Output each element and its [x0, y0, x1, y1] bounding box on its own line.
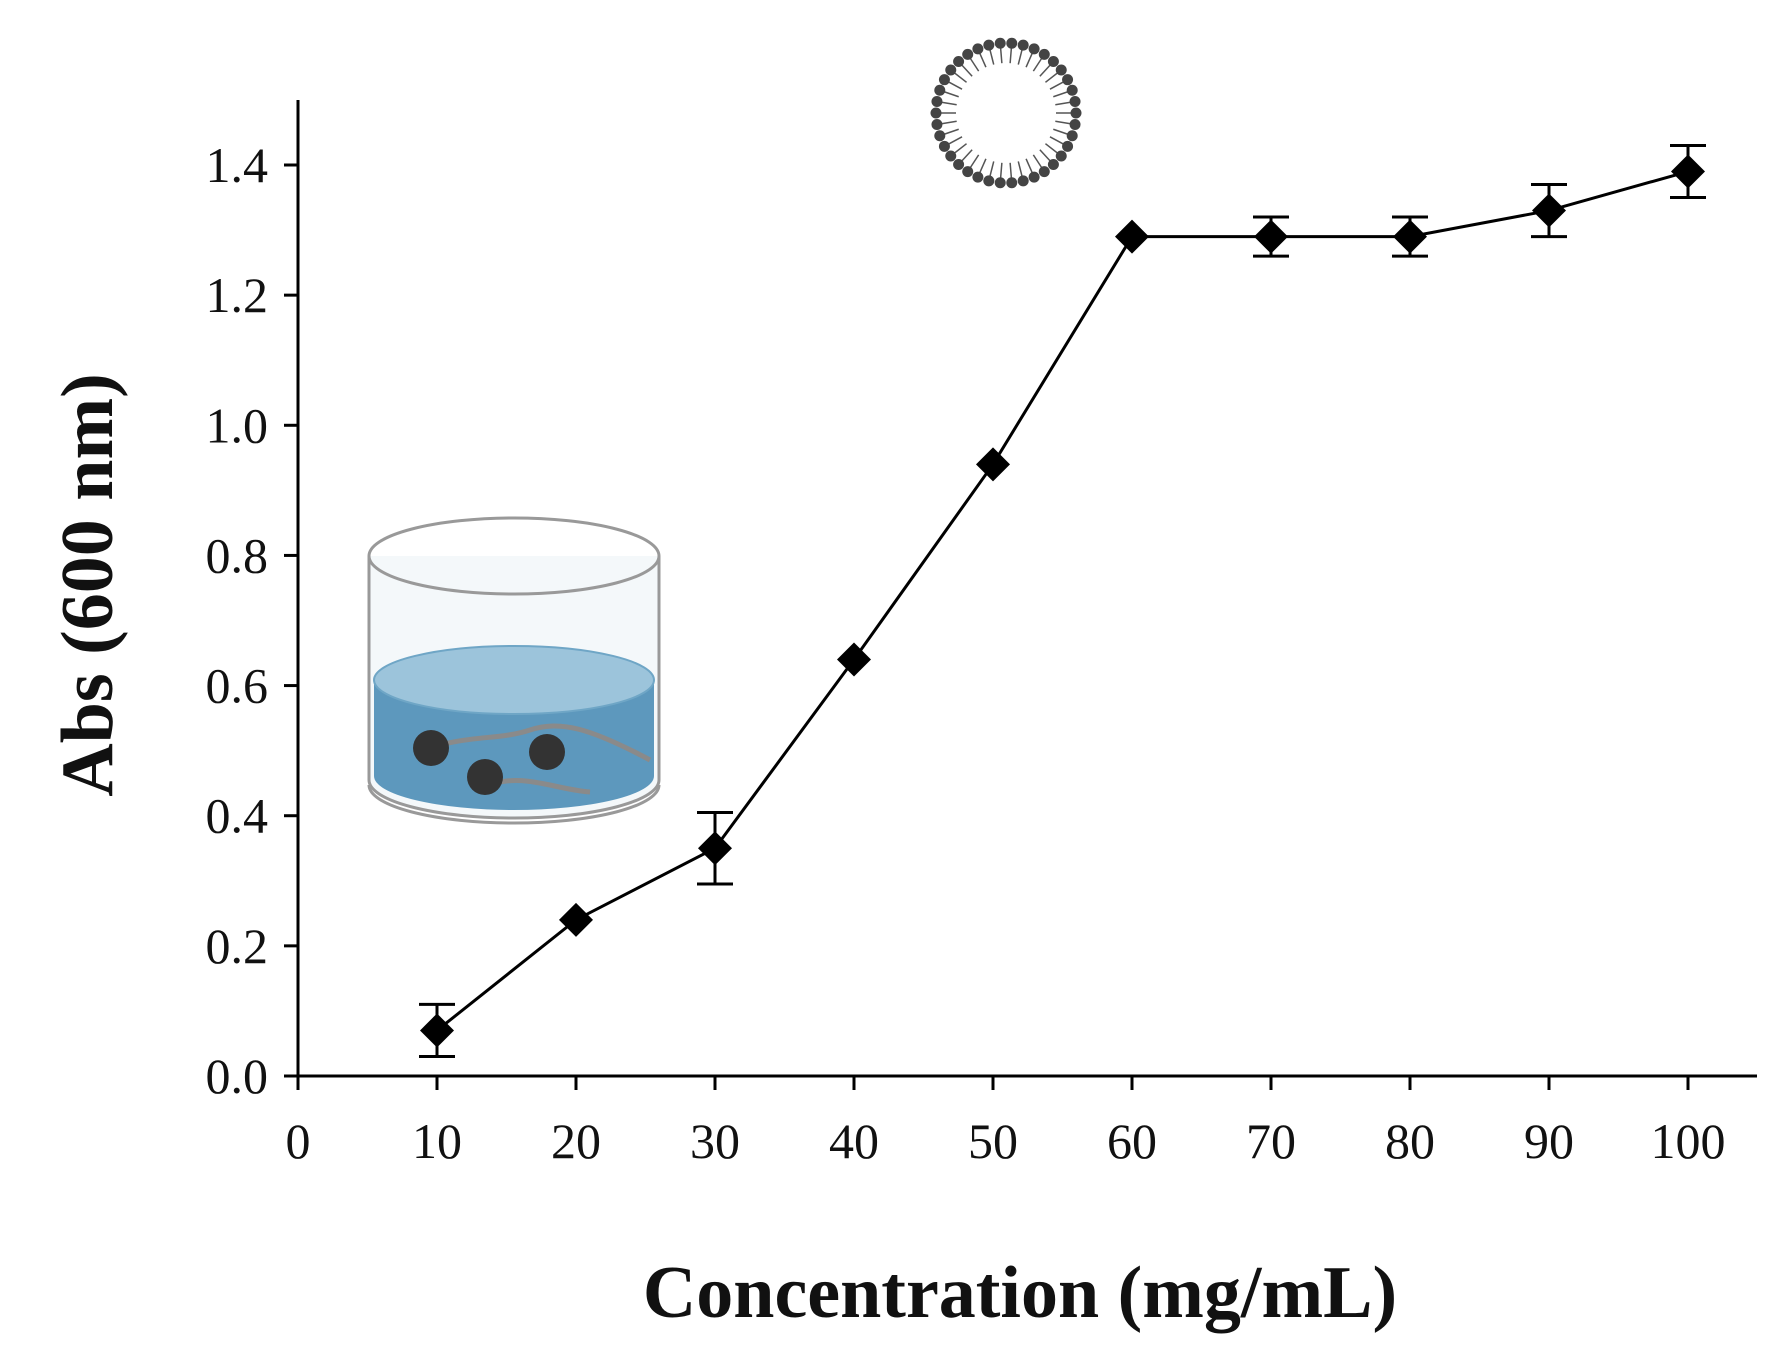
illustration-layer [367, 37, 1082, 825]
lipid-head [1017, 175, 1029, 187]
lipid-head [1028, 43, 1040, 55]
lipid-head [1038, 48, 1050, 60]
particle [467, 759, 503, 795]
lipid-head [1047, 55, 1059, 67]
lipid-head [994, 37, 1006, 49]
x-tick-label: 100 [1651, 1113, 1726, 1169]
data-point [1671, 154, 1705, 189]
data-point [420, 1013, 454, 1048]
data-point [698, 831, 732, 866]
lipid-head [1062, 74, 1074, 86]
x-tick-label: 90 [1524, 1113, 1574, 1169]
lipid-head [934, 84, 946, 96]
x-tick-label: 30 [690, 1113, 740, 1169]
lipid-head [1038, 166, 1050, 178]
data-point [1393, 219, 1427, 254]
y-tick-label: 0.6 [206, 658, 269, 714]
x-axis-title: Concentration (mg/mL) [643, 1252, 1397, 1334]
lipid-head [931, 119, 943, 131]
lipid-head [945, 64, 957, 76]
x-tick-label: 20 [551, 1113, 601, 1169]
lipid-head [1055, 150, 1067, 162]
lipid-head [934, 130, 946, 142]
beaker-rim [367, 516, 661, 596]
y-tick-label: 0.2 [206, 918, 269, 974]
fiber [429, 723, 652, 763]
lipid-head [945, 150, 957, 162]
x-tick-label: 0 [286, 1113, 311, 1169]
x-tick-label: 40 [829, 1113, 879, 1169]
beaker-with-particles-icon [367, 516, 661, 825]
lipid-head [1069, 95, 1081, 107]
beaker-base [367, 784, 661, 825]
lipid-head [931, 95, 943, 107]
lipid-head [938, 140, 950, 152]
data-point [1115, 219, 1149, 254]
lipid-head [1069, 119, 1081, 131]
lipid-head [930, 107, 942, 119]
axes [284, 100, 1757, 1090]
lipid-head [1066, 130, 1078, 142]
lipid-head [1070, 107, 1082, 119]
lipid-head [962, 166, 974, 178]
x-tick-label: 60 [1107, 1113, 1157, 1169]
x-tick-label: 50 [968, 1113, 1018, 1169]
series-line [436, 170, 1689, 1032]
y-tick-label: 1.2 [206, 267, 269, 323]
data-series [419, 143, 1706, 1058]
axis-labels: 0.0 0.2 0.4 0.6 0.8 1.0 1.2 1.4 0 10 20 30 40 50 60 70 8… [47, 137, 1726, 1334]
x-tick-label: 70 [1246, 1113, 1296, 1169]
x-tick-label: 10 [412, 1113, 462, 1169]
lipid-head [962, 48, 974, 60]
lipid-head [1028, 171, 1040, 183]
lipid-head [1006, 37, 1018, 49]
beaker-liquid-surface [373, 645, 655, 715]
data-point [559, 902, 593, 937]
data-point [1254, 219, 1288, 254]
data-point [976, 447, 1010, 482]
lipid-head [1055, 64, 1067, 76]
beaker-liquid [374, 680, 654, 810]
lipid-head [1017, 39, 1029, 51]
y-tick-label: 0.8 [206, 527, 269, 583]
lipid-head [1047, 159, 1059, 171]
lipid-head [994, 177, 1006, 189]
lipid-head [938, 74, 950, 86]
lipid-head [1006, 177, 1018, 189]
y-axis-title: Abs (600 nm) [47, 373, 129, 796]
particle [413, 730, 449, 766]
y-tick-label: 0.0 [206, 1048, 269, 1104]
lipid-head [972, 171, 984, 183]
lipid-head [1062, 140, 1074, 152]
y-tick-label: 1.4 [206, 137, 269, 193]
lipid-head [953, 55, 965, 67]
fiber [499, 778, 591, 795]
lipid-head [1066, 84, 1078, 96]
lipid-head [953, 159, 965, 171]
lipid-head [972, 43, 984, 55]
data-point [837, 642, 871, 677]
liposome-vesicle-icon [930, 37, 1082, 189]
x-tick-label: 80 [1385, 1113, 1435, 1169]
lipid-head [983, 175, 995, 187]
lipid-head [983, 39, 995, 51]
y-tick-label: 0.4 [206, 788, 269, 844]
particle [529, 734, 565, 770]
data-point [1532, 193, 1566, 228]
y-tick-label: 1.0 [206, 397, 269, 453]
